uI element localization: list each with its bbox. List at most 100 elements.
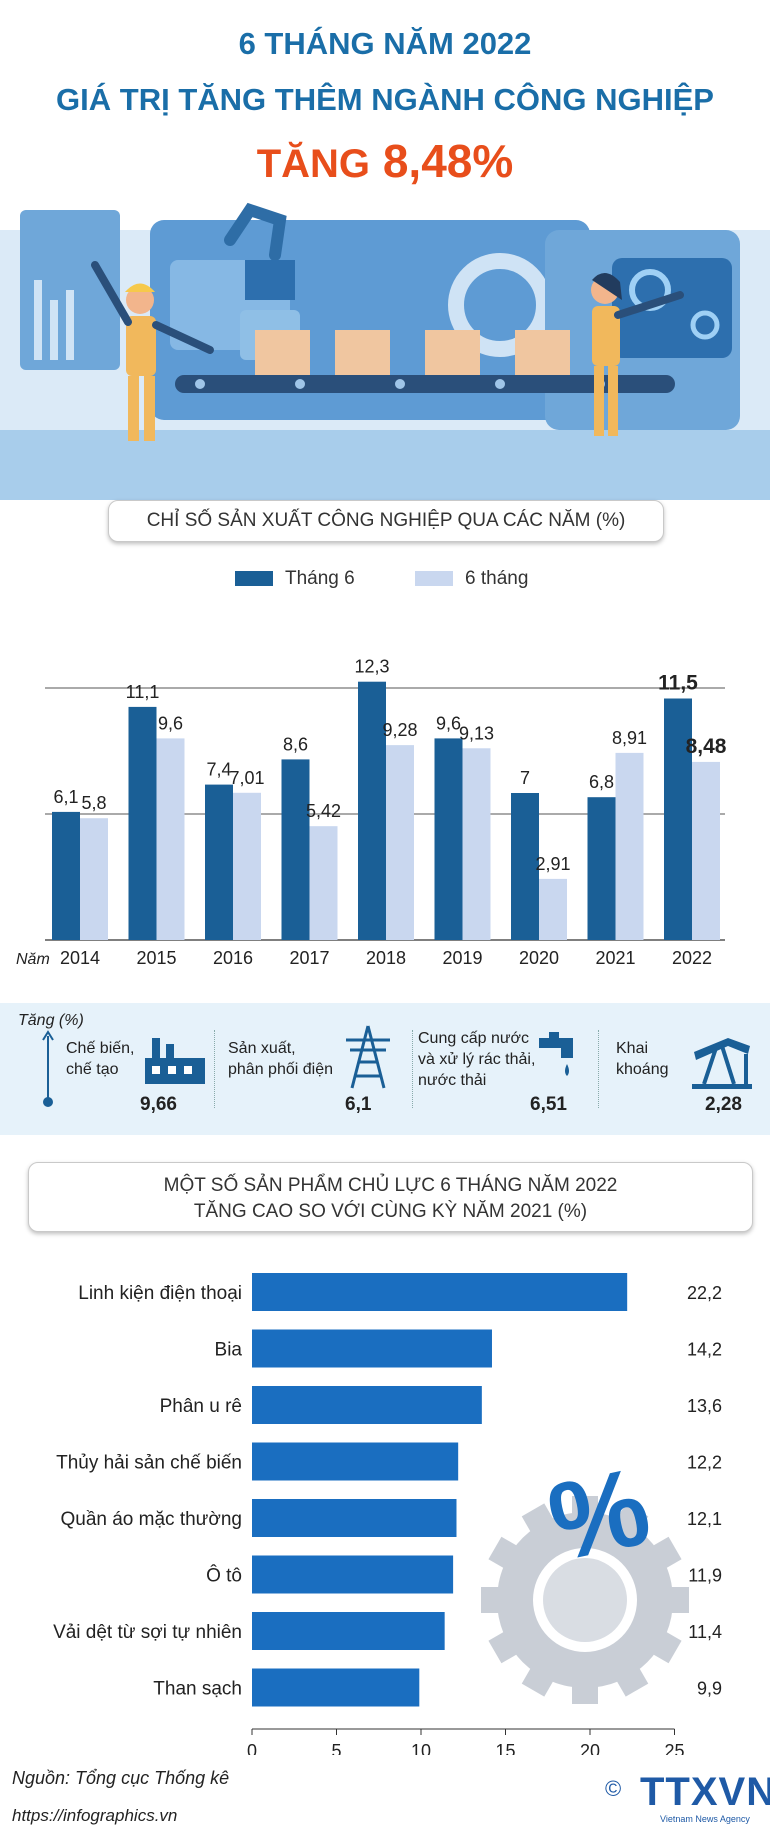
x-tick-2014: 2014 (60, 948, 100, 968)
bar-label-6thang-2015: 9,6 (158, 713, 183, 733)
sector-band (0, 1003, 770, 1135)
bar-6thang-2019 (462, 748, 491, 940)
bar-product-4 (252, 1499, 457, 1537)
x-tick-2018: 2018 (366, 948, 406, 968)
band-item-1-value: 9,66 (140, 1094, 177, 1115)
band-divider (412, 1030, 413, 1108)
box-2 (335, 330, 390, 375)
bar-thang6-2014 (52, 811, 80, 940)
x-tick-2015: 2015 (136, 948, 176, 968)
bar-label-thang6-2015: 11,1 (126, 682, 160, 702)
legend-swatch-6thang (415, 571, 453, 587)
title-increase-word: TĂNG (256, 142, 371, 186)
bar-label-thang6-2020: 7 (520, 768, 530, 788)
title-increase-value: 8,48% (382, 135, 514, 187)
bar-label-thang6-2021: 6,8 (589, 772, 614, 792)
x-tick-25: 25 (664, 1741, 684, 1755)
bar-product-1 (252, 1329, 492, 1368)
bar-6thang-2014 (80, 818, 108, 940)
bar-thang6-2022 (664, 698, 692, 940)
box-1 (255, 330, 310, 375)
category-label-2: Phân u rê (160, 1396, 242, 1417)
source-note: Nguồn: Tổng cục Thống kê (12, 1768, 230, 1788)
bar-label-6thang-2016: 7,01 (229, 768, 264, 788)
band-item-3-label: Cung cấp nước và xử lý rác thải, nước thải (418, 1030, 536, 1089)
chart2-title-line2: TĂNG CAO SO VỚI CÙNG KỲ NĂM 2021 (%) (193, 1201, 588, 1222)
power-tower-icon (346, 1025, 390, 1089)
oil-pump-icon (692, 1038, 752, 1089)
water-tap-icon (539, 1032, 573, 1076)
band-item-3-value: 6,51 (530, 1094, 567, 1115)
bar-6thang-2017 (309, 826, 338, 940)
bar-label-6thang-2018: 9,28 (382, 720, 417, 740)
bar-product-3 (252, 1442, 459, 1481)
x-tick-2022: 2022 (672, 948, 712, 968)
source-url[interactable]: https://infographics.vn (12, 1806, 178, 1825)
x-tick-20: 20 (580, 1741, 600, 1755)
bar-label-6thang-2017: 5,42 (306, 801, 341, 821)
x-tick-2021: 2021 (595, 948, 635, 968)
category-label-1: Bia (215, 1340, 243, 1361)
bar-label-thang6-2019: 9,6 (436, 713, 461, 733)
band-item-4-value: 2,28 (705, 1094, 742, 1115)
band-item-2-value: 6,1 (345, 1094, 372, 1115)
box-4 (515, 330, 570, 375)
robot-arm-icon (224, 202, 287, 261)
band-item-1-label: Chế biến, chế tạo (66, 1040, 135, 1078)
band-divider (214, 1030, 215, 1108)
legend-label-6thang: 6 tháng (465, 568, 529, 589)
bar-label-thang6-2016: 7,4 (206, 760, 231, 780)
value-label-7: 9,9 (697, 1679, 722, 1699)
value-label-6: 11,4 (688, 1622, 722, 1642)
category-label-5: Ô tô (206, 1565, 242, 1587)
x-tick-10: 10 (411, 1741, 431, 1755)
value-label-0: 22,2 (687, 1283, 722, 1303)
bar-product-6 (252, 1612, 445, 1650)
bar-product-2 (252, 1386, 482, 1424)
category-label-4: Quần áo mặc thường (60, 1509, 242, 1530)
title-line-2: GIÁ TRỊ TĂNG THÊM NGÀNH CÔNG NGHIỆP (56, 82, 714, 117)
category-label-7: Than sạch (153, 1679, 242, 1700)
box-3 (425, 330, 480, 375)
x-tick-0: 0 (247, 1741, 257, 1755)
x-tick-5: 5 (331, 1741, 341, 1755)
gauge-icon (448, 253, 552, 357)
category-label-0: Linh kiện điện thoại (78, 1283, 242, 1304)
worker-right (591, 272, 684, 436)
copyright-icon: © (605, 1776, 622, 1801)
band-axis-label: Tăng (%) (18, 1012, 84, 1029)
legend-label-thang6: Tháng 6 (285, 568, 355, 589)
bar-thang6-2020 (511, 793, 539, 940)
factory-icon (145, 1038, 205, 1084)
value-label-5: 11,9 (688, 1566, 722, 1586)
bar-product-0 (252, 1273, 628, 1311)
bar-thang6-2015 (128, 706, 157, 940)
bar-6thang-2018 (386, 745, 414, 940)
bar-product-7 (252, 1668, 420, 1707)
category-label-3: Thủy hải sản chế biến (56, 1453, 242, 1474)
bar-thang6-2018 (358, 681, 386, 940)
bar-label-6thang-2019: 9,13 (459, 723, 494, 743)
band-item-2-label: Sản xuất, phân phối điện (228, 1040, 333, 1078)
chart2-title-line1: MỘT SỐ SẢN PHẨM CHỦ LỰC 6 THÁNG NĂM 2022 (163, 1175, 618, 1196)
x-tick-2017: 2017 (289, 948, 329, 968)
bar-thang6-2016 (205, 784, 233, 940)
worker-left (91, 261, 214, 441)
legend-item-thang6: Tháng 6 (235, 568, 355, 590)
bar-label-thang6-2017: 8,6 (283, 734, 308, 754)
bar-label-6thang-2022: 8,48 (686, 735, 727, 758)
x-tick-15: 15 (495, 1741, 515, 1755)
value-label-2: 13,6 (687, 1396, 722, 1416)
bar-thang6-2019 (434, 738, 463, 940)
chart-industrial-index: Năm 6,1 5,8 2014 11,1 9,6 2015 7,47,01 2016 8,6 5,… (16, 657, 727, 968)
value-label-3: 12,2 (687, 1453, 722, 1473)
bar-6thang-2022 (692, 761, 720, 940)
bar-6thang-2016 (233, 792, 261, 940)
x-tick-2019: 2019 (442, 948, 482, 968)
bar-label-6thang-2020: 2,91 (535, 854, 570, 874)
band-item-4-label: Khai khoáng (616, 1040, 669, 1078)
title-line-1: 6 THÁNG NĂM 2022 (238, 26, 532, 61)
x-axis-label: Năm (16, 951, 50, 968)
bar-label-6thang-2021: 8,91 (612, 728, 647, 748)
control-screen (612, 258, 732, 358)
